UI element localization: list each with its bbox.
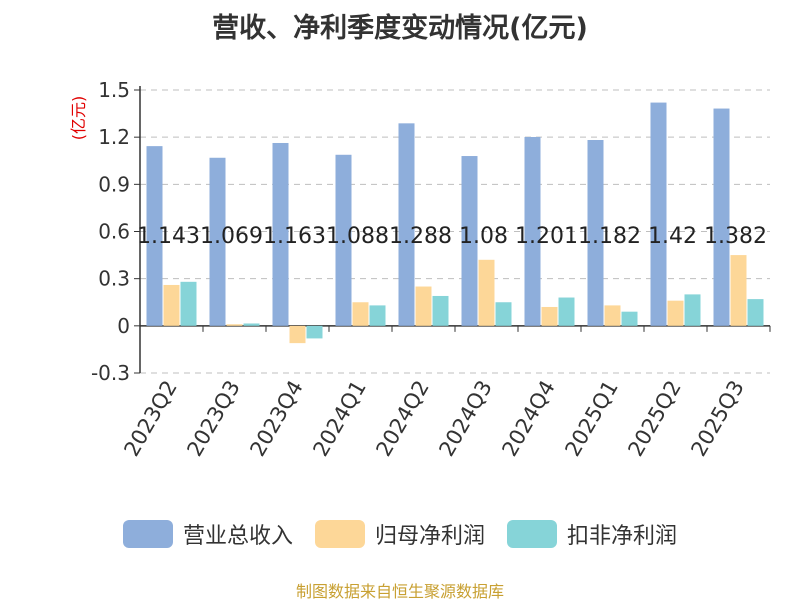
bar-revenue[interactable] [524,137,541,326]
bar-deducted-profit[interactable] [432,295,449,326]
y-tick-label: -0.3 [91,361,130,385]
bar-deducted-profit[interactable] [747,299,764,326]
data-label: 1.163 [263,224,326,249]
y-axis-unit-label: (亿元) [69,96,88,141]
bar-net-profit[interactable] [352,302,369,326]
legend-label-revenue: 营业总收入 [182,524,293,549]
bar-revenue[interactable] [209,157,226,326]
bar-deducted-profit[interactable] [180,281,197,326]
bar-deducted-profit[interactable] [243,323,260,326]
data-label: 1.382 [704,224,767,249]
x-tick-label: 2024Q2 [371,376,433,460]
bar-revenue[interactable] [272,142,289,326]
legend-label-deducted-profit: 扣非净利润 [567,524,678,549]
y-tick-label: 0 [117,314,130,338]
bar-deducted-profit[interactable] [684,294,701,326]
legend-label-net-profit: 归母净利润 [374,524,485,549]
y-tick-label: 1.5 [98,78,130,102]
data-source-note: 制图数据来自恒生聚源数据库 [295,582,504,601]
bars [146,102,764,344]
bar-revenue[interactable] [713,108,730,326]
bar-revenue[interactable] [650,102,667,326]
x-tick-label: 2024Q1 [308,376,370,460]
data-label: 1.182 [578,224,641,249]
data-label: 1.069 [200,224,263,249]
bar-deducted-profit[interactable] [621,311,638,326]
legend-swatch-revenue [122,520,173,548]
bar-net-profit[interactable] [541,306,558,326]
x-tick-label: 2025Q2 [623,376,685,460]
y-tick-label: 0.9 [98,172,130,196]
data-labels: 1.143 1.069 1.163 1.088 1.288 1.08 1.201 1.182 1… [137,224,767,249]
legend-swatch-net-profit [314,520,365,548]
bar-net-profit[interactable] [667,300,684,326]
bar-revenue[interactable] [146,146,163,326]
bar-deducted-profit[interactable] [306,325,323,339]
legend-item-net-profit[interactable]: 归母净利润 [314,518,485,550]
data-label: 1.08 [459,224,508,249]
data-label: 1.201 [515,224,578,249]
x-tick-label: 2024Q3 [434,376,496,460]
bar-deducted-profit[interactable] [558,297,575,326]
x-tick-label: 2023Q3 [182,376,244,460]
x-tick-label: 2023Q4 [245,376,307,460]
bar-revenue[interactable] [461,156,478,326]
y-tick-label: 0.6 [98,220,130,244]
data-label: 1.143 [137,224,200,249]
data-label: 1.288 [389,224,452,249]
data-label: 1.42 [648,224,697,249]
x-tick-label: 2025Q3 [686,376,748,460]
bar-net-profit[interactable] [163,284,180,326]
bar-net-profit[interactable] [478,259,495,326]
x-tick-label: 2025Q1 [560,376,622,460]
bar-net-profit[interactable] [289,325,306,344]
legend-swatch-deducted-profit [507,520,557,548]
x-tick-label: 2023Q2 [119,376,181,460]
y-tick-label: 0.3 [98,267,130,291]
bar-revenue[interactable] [587,139,604,326]
data-label: 1.088 [326,224,389,249]
bar-net-profit[interactable] [226,324,243,326]
bar-deducted-profit[interactable] [495,302,512,326]
bar-deducted-profit[interactable] [369,305,386,326]
legend: 营业总收入 归母净利润 扣非净利润 [0,518,800,550]
bar-net-profit[interactable] [604,305,621,326]
y-tick-label: 1.2 [98,125,130,149]
bar-revenue[interactable] [398,123,415,326]
x-tick-label: 2024Q4 [497,376,559,460]
bar-net-profit[interactable] [415,286,432,326]
legend-item-revenue[interactable]: 营业总收入 [122,518,293,550]
bar-net-profit[interactable] [730,255,747,326]
legend-item-deducted-profit[interactable]: 扣非净利润 [507,518,677,550]
chart-title: 营收、净利季度变动情况(亿元) [212,13,588,44]
bar-revenue[interactable] [335,154,352,326]
